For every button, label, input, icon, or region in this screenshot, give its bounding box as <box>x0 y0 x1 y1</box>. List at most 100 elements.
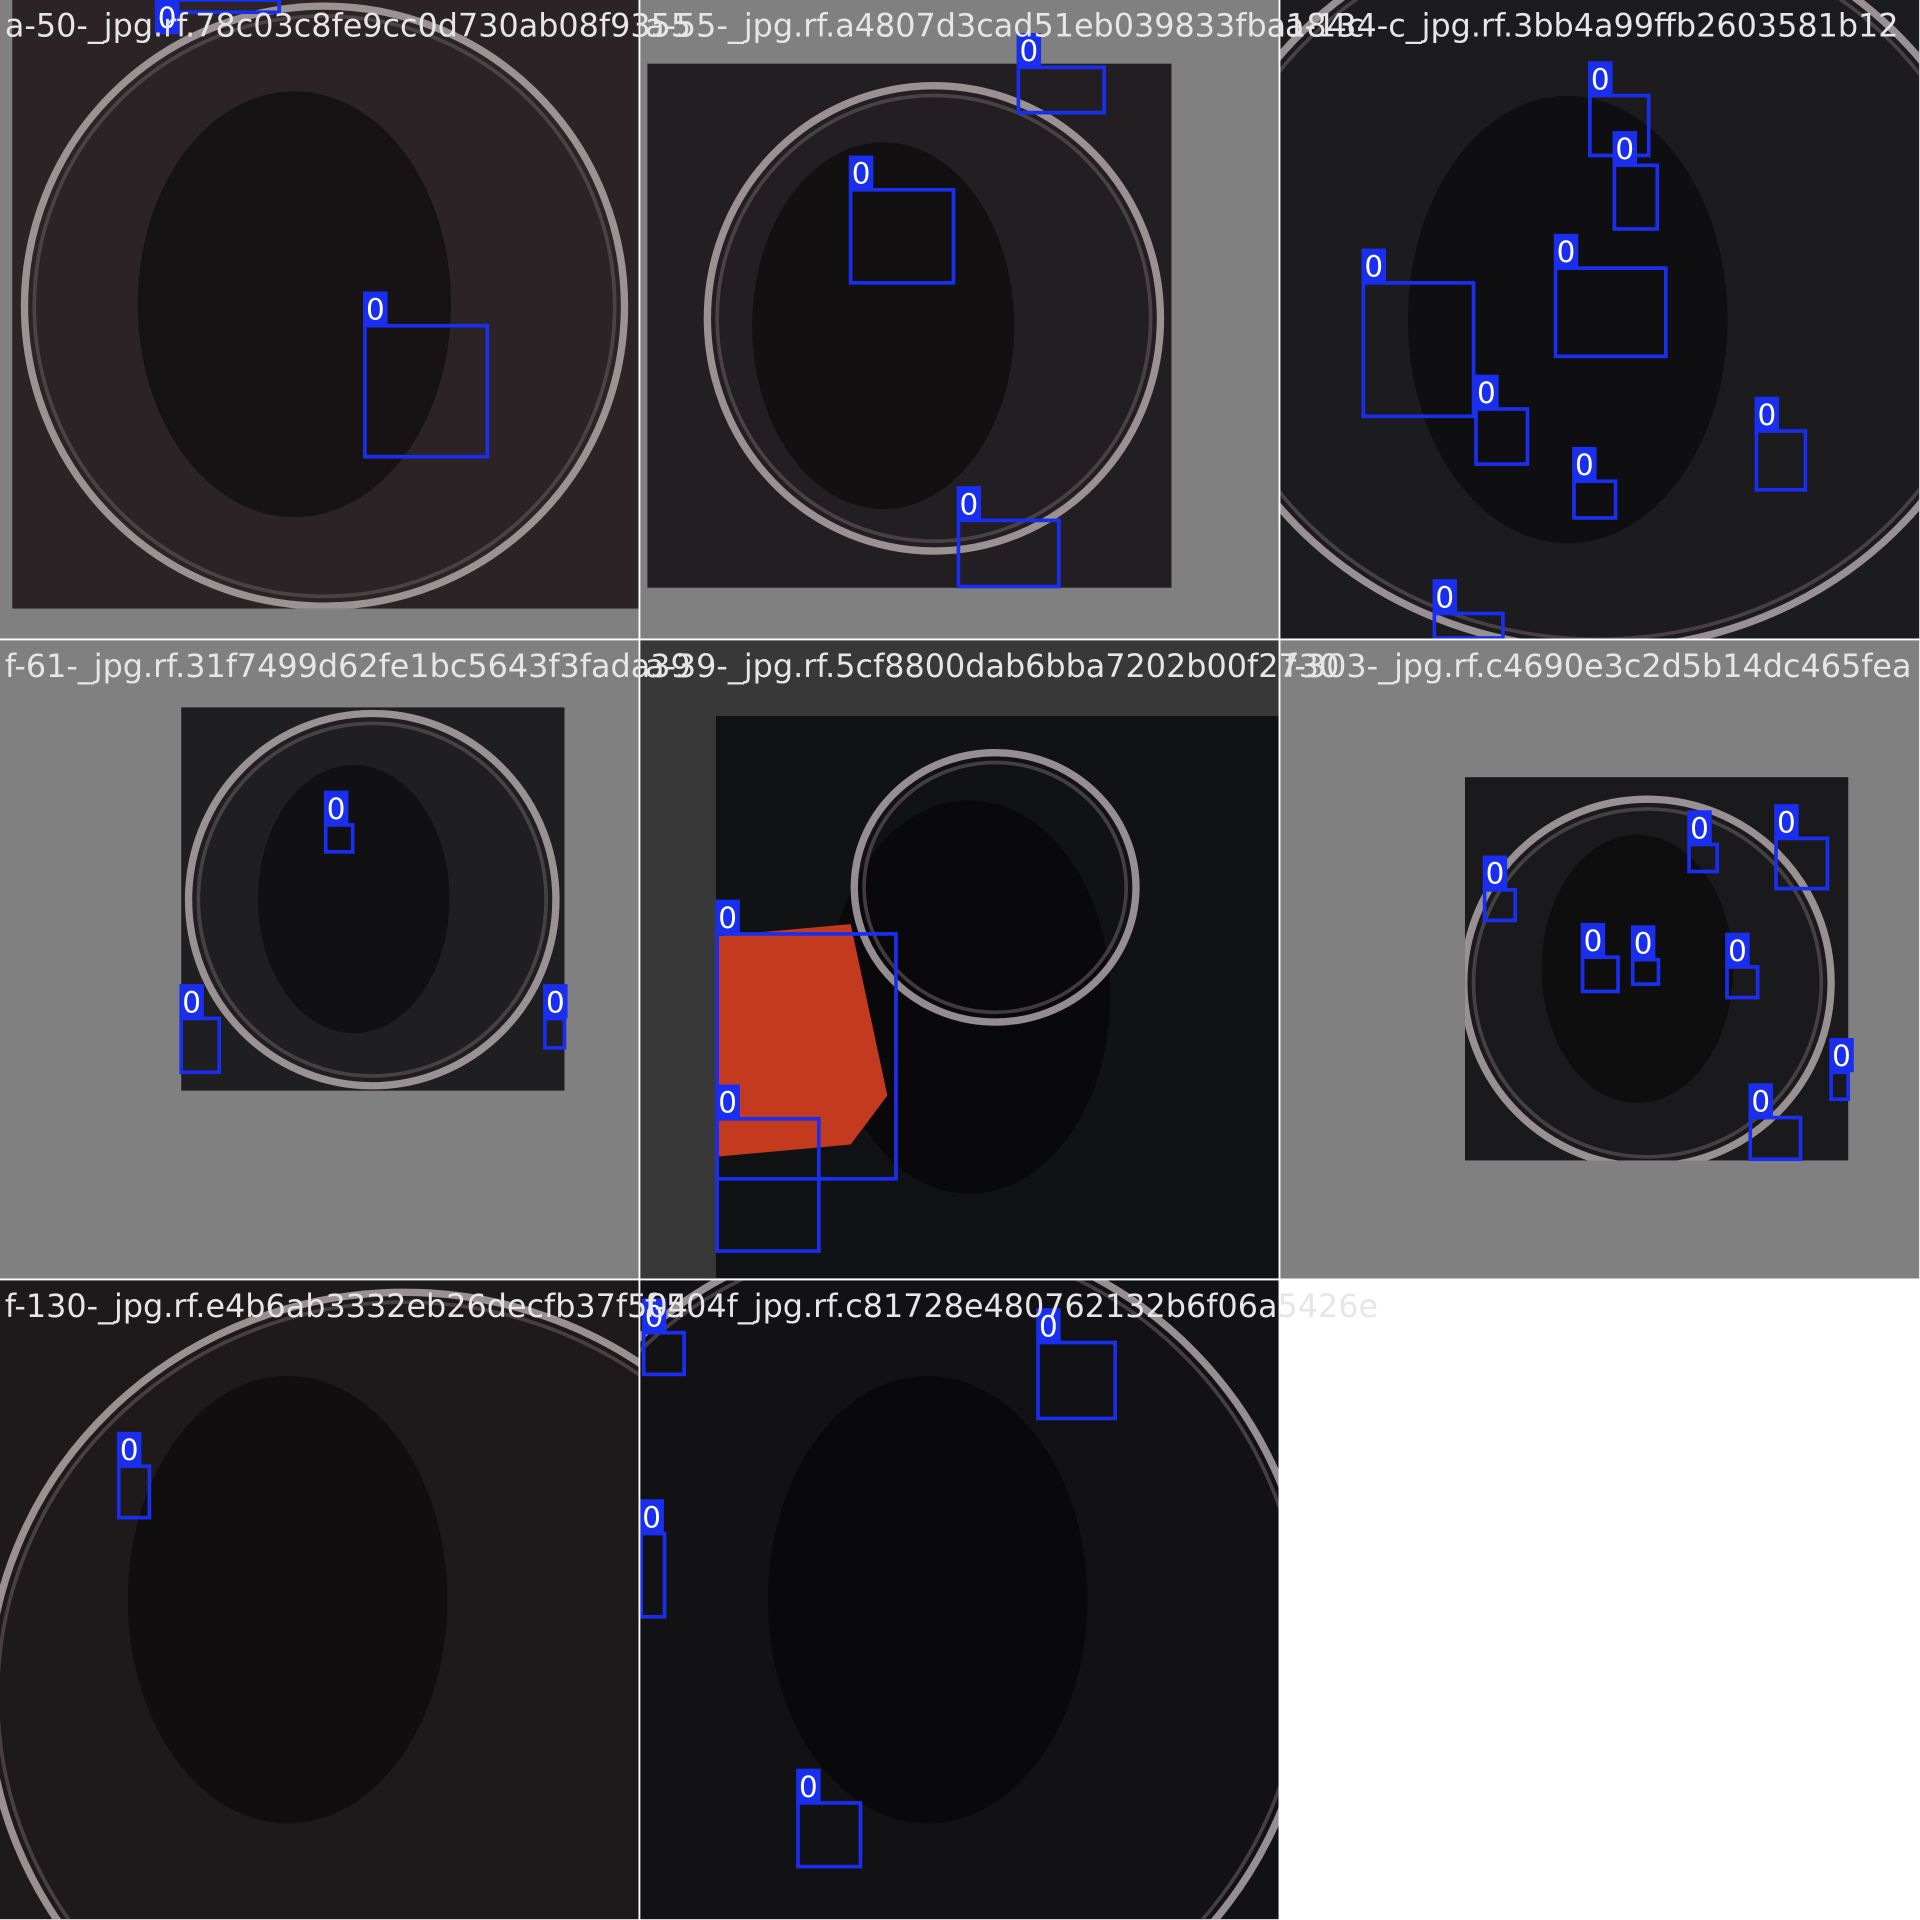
tile-content: 0 0 0 <box>0 640 640 1280</box>
class-label-bg <box>154 0 180 35</box>
class-label-bg <box>956 486 982 521</box>
dish-rim-inner <box>715 93 1153 544</box>
tile: 0 0 0 <box>640 0 1280 640</box>
file-name: a-134-c_jpg.rf.3bb4a99ffb2603581b12 <box>1285 7 1899 45</box>
tile: 0 0 0 0 <box>640 1280 1280 1920</box>
class-label: 0 <box>1477 376 1496 410</box>
class-label-bg <box>848 155 874 190</box>
class-label-bg <box>363 291 388 326</box>
class-label-bg <box>1748 1083 1773 1118</box>
class-label: 0 <box>1557 235 1576 269</box>
class-label: 0 <box>1575 448 1594 482</box>
class-label-bg <box>1829 1038 1854 1073</box>
class-label-bg <box>1553 233 1579 269</box>
bounding-box <box>1361 281 1476 419</box>
bounding-box <box>1829 1070 1851 1102</box>
bounding-box <box>1553 266 1668 359</box>
class-label: 0 <box>182 985 201 1019</box>
class-label: 0 <box>1615 132 1634 166</box>
photo-content <box>1280 0 1920 640</box>
dish-rim <box>850 749 1140 1026</box>
photo-content <box>0 1288 640 1920</box>
class-label: 0 <box>1486 857 1505 891</box>
class-label-bg <box>715 899 740 934</box>
file-name: a-39-_jpg.rf.5cf8800dab6bba7202b00f2730 <box>645 647 1339 685</box>
class-label-bg <box>323 790 349 825</box>
file-name: a-55-_jpg.rf.a4807d3cad51eb039833fba184c <box>645 7 1364 45</box>
class-label-bg <box>1572 446 1597 482</box>
class-label-bg <box>1612 131 1638 166</box>
dish-shadow <box>1407 95 1728 544</box>
dish-rim <box>184 709 560 1090</box>
photo-content <box>703 82 1165 555</box>
class-label-bg <box>1687 810 1712 845</box>
dish-shadow <box>752 142 1015 510</box>
tile-content: 0 <box>0 1280 640 1920</box>
class-label-bg <box>116 1431 142 1467</box>
class-label-bg <box>796 1768 821 1803</box>
class-label-bg <box>715 1084 740 1119</box>
class-label-bg <box>1774 804 1799 839</box>
class-label-bg <box>1036 1308 1061 1343</box>
dish-rim-inner <box>32 14 617 599</box>
dish-rim-inner <box>0 1300 640 1920</box>
class-label: 0 <box>1591 62 1610 96</box>
file-name: a-50-_jpg.rf.78c03c8fe9cc0d730ab08f9355 <box>5 7 691 45</box>
tile-content: 00 <box>640 640 1280 1280</box>
dish-shadow <box>1541 834 1734 1103</box>
tile: 00 <box>640 640 1280 1280</box>
dish-rim <box>20 2 629 609</box>
class-label-bg <box>179 984 204 1019</box>
class-label-bg <box>1630 925 1656 960</box>
class-label: 0 <box>1584 924 1603 958</box>
class-label: 0 <box>642 1500 661 1534</box>
photo <box>1280 0 1920 640</box>
class-label-bg <box>543 984 568 1019</box>
class-label: 0 <box>1019 34 1038 68</box>
class-label-bg <box>641 1298 667 1333</box>
class-label-bg <box>640 1499 664 1534</box>
class-label: 0 <box>1634 927 1653 961</box>
file-name: f-61-_jpg.rf.31f7499d62fe1bc5643f3fada39 <box>5 647 691 685</box>
class-label: 0 <box>1832 1039 1851 1073</box>
class-label: 0 <box>1751 1084 1770 1118</box>
dish-rim <box>1464 795 1835 1161</box>
photo-content <box>184 709 560 1090</box>
class-label: 0 <box>718 901 737 935</box>
class-label-bg <box>1482 855 1508 890</box>
class-label: 0 <box>852 157 871 191</box>
dish-shadow <box>257 764 450 1034</box>
file-name: f-303-_jpg.rf.c4690e3c2d5b14dc465fea <box>1285 647 1912 685</box>
class-label: 0 <box>158 1 177 35</box>
class-label-bg <box>1016 33 1042 68</box>
class-label: 0 <box>1757 398 1776 432</box>
photo-content <box>640 1280 1280 1920</box>
dish-shadow <box>127 1375 448 1824</box>
dish-rim-inner <box>1471 807 1824 1159</box>
class-label-bg <box>1588 61 1613 96</box>
bounding-box <box>1036 1340 1117 1421</box>
class-label-bg <box>1754 396 1780 432</box>
bounding-box <box>1754 429 1808 492</box>
class-label: 0 <box>1435 580 1454 614</box>
class-label: 0 <box>645 1300 664 1334</box>
dish-rim-inner <box>862 760 1129 1015</box>
bounding-box <box>1474 407 1530 466</box>
dish-shadow <box>828 800 1111 1194</box>
class-label: 0 <box>959 487 978 521</box>
photo <box>0 1280 640 1920</box>
bounding-box <box>363 323 490 459</box>
class-label: 0 <box>546 985 565 1019</box>
bounding-box <box>956 518 1061 589</box>
dish-rim <box>703 82 1165 555</box>
class-label-bg <box>1725 932 1750 967</box>
class-label-bg <box>1474 374 1499 409</box>
dish-rim-inner <box>196 721 548 1078</box>
class-label: 0 <box>1039 1309 1058 1343</box>
